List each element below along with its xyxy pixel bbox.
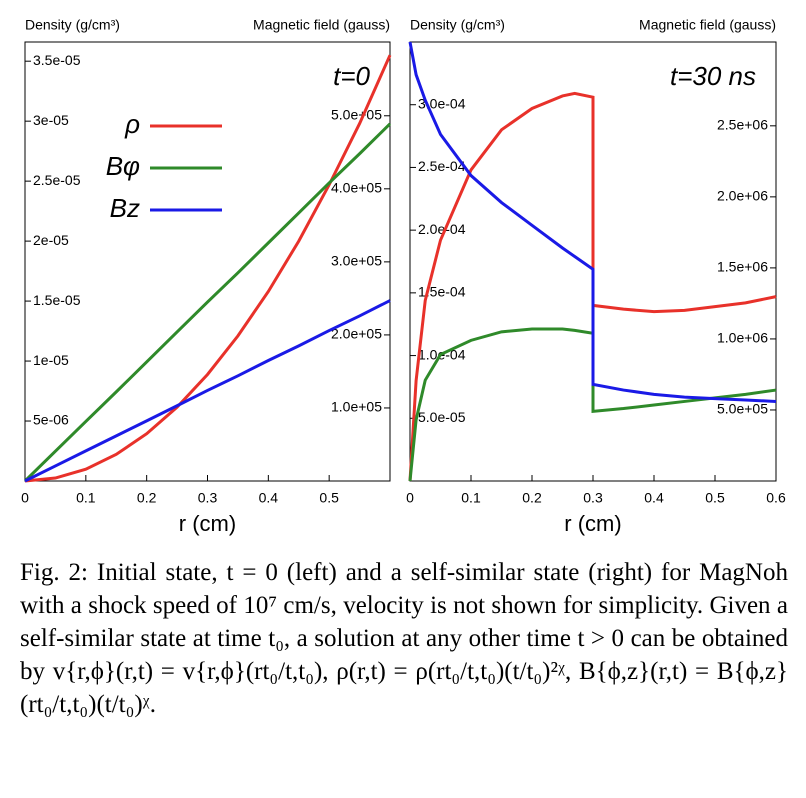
x-tick-label: 0.4 — [259, 490, 279, 506]
y-tick-label: 5.0e-05 — [418, 409, 466, 425]
y2-tick-label: 1.5e+06 — [717, 259, 768, 275]
y-tick-label: 1.5e-05 — [33, 292, 81, 308]
series-line — [24, 299, 391, 483]
y-tick-label: 2.5e-05 — [33, 172, 81, 188]
y-axis-title: Density (g/cm³) — [410, 17, 505, 33]
legend-label: ρ — [124, 109, 140, 139]
x-tick-label: 0.3 — [198, 490, 218, 506]
x-axis-title: r (cm) — [564, 511, 621, 536]
y2-tick-label: 3.0e+05 — [331, 253, 382, 269]
caption: Fig. 2: Initial state, t = 0 (left) and … — [20, 559, 788, 718]
y2-tick-label: 2.5e+06 — [717, 117, 768, 133]
y2-tick-label: 2.0e+06 — [717, 188, 768, 204]
y2-tick-label: 2.0e+05 — [331, 326, 382, 342]
figure: Density (g/cm³) Magnetic field (gauss) r (… — [21, 17, 786, 536]
x-tick-label: 0.2 — [522, 490, 542, 506]
x-tick-label: 0 — [21, 490, 29, 506]
y2-tick-label: 4.0e+05 — [331, 180, 382, 196]
y-tick-label: 5e-06 — [33, 412, 69, 428]
x-axis-title: r (cm) — [179, 511, 236, 536]
y2-axis-title: Magnetic field (gauss) — [253, 17, 390, 33]
legend-label: Bφ — [106, 151, 140, 181]
series-line — [23, 122, 392, 483]
x-tick-label: 0.5 — [705, 490, 725, 506]
y2-tick-label: 5.0e+05 — [717, 401, 768, 417]
y-tick-label: 2e-05 — [33, 232, 69, 248]
y-tick-label: 2.5e-04 — [418, 158, 466, 174]
y2-tick-label: 5.0e+05 — [331, 106, 382, 122]
x-tick-label: 0.3 — [583, 490, 603, 506]
x-tick-label: 0.1 — [76, 490, 96, 506]
y2-tick-label: 1.0e+05 — [331, 399, 382, 415]
y-axis-title: Density (g/cm³) — [25, 17, 120, 33]
x-tick-label: 0 — [406, 490, 414, 506]
y-tick-label: 3e-05 — [33, 112, 69, 128]
x-tick-label: 0.6 — [766, 490, 786, 506]
annotation: t=30 ns — [670, 61, 756, 91]
y-tick-label: 1e-05 — [33, 352, 69, 368]
x-tick-label: 0.4 — [644, 490, 664, 506]
annotation: t=0 — [333, 61, 370, 91]
legend-label: Bz — [110, 193, 140, 223]
x-tick-label: 0.1 — [461, 490, 481, 506]
series-line — [408, 41, 777, 403]
x-tick-label: 0.5 — [319, 490, 339, 506]
y2-tick-label: 1.0e+06 — [717, 330, 768, 346]
series-line — [408, 91, 777, 482]
y-tick-label: 3.5e-05 — [33, 52, 81, 68]
y-tick-label: 2.0e-04 — [418, 221, 466, 237]
y2-axis-title: Magnetic field (gauss) — [639, 17, 776, 33]
series-line — [408, 327, 777, 482]
x-tick-label: 0.2 — [137, 490, 157, 506]
